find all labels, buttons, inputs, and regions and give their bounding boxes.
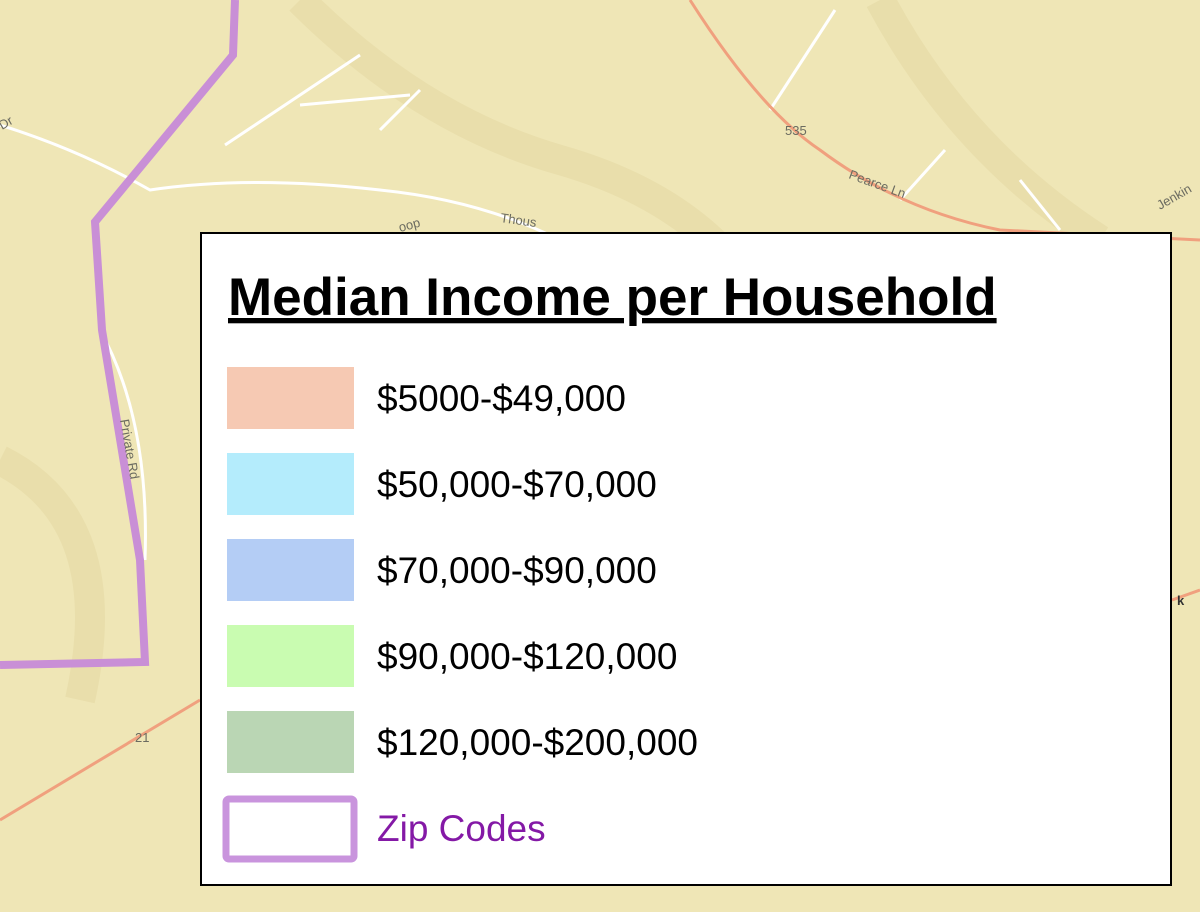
- legend-swatch: [227, 539, 354, 601]
- legend-label: $120,000-$200,000: [377, 722, 698, 763]
- legend-label: $50,000-$70,000: [377, 464, 657, 505]
- legend-box: [200, 232, 1172, 886]
- legend: Median Income per Household $5000-$49,00…: [200, 232, 1172, 886]
- roads: [0, 9, 1062, 561]
- highways: [0, 0, 1200, 822]
- legend-swatch: [222, 795, 358, 863]
- legend-label: $90,000-$120,000: [377, 636, 677, 677]
- legend-swatch: [227, 625, 354, 687]
- legend-label: $70,000-$90,000: [377, 550, 657, 591]
- road-label: oop: [397, 215, 422, 235]
- legend-label: Zip Codes: [377, 808, 546, 849]
- road-label: k: [1177, 593, 1185, 608]
- legend-swatch: [227, 453, 354, 515]
- legend-label: $5000-$49,000: [377, 378, 626, 419]
- route-label: 535: [785, 123, 807, 138]
- legend-swatch: [227, 367, 354, 429]
- route-label: 21: [135, 730, 149, 745]
- zip-boundary: [0, 0, 239, 669]
- road-label: Thous: [500, 210, 538, 230]
- legend-title: Median Income per Household: [228, 268, 997, 327]
- legend-swatch: [227, 711, 354, 773]
